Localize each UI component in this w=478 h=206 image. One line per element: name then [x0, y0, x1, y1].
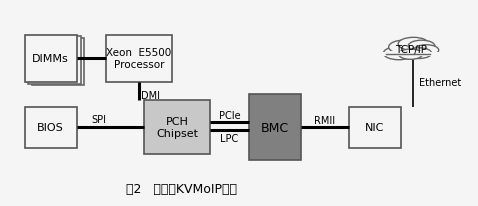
Text: BIOS: BIOS: [37, 123, 64, 132]
Text: RMII: RMII: [314, 115, 336, 125]
Circle shape: [398, 38, 429, 51]
Circle shape: [399, 50, 423, 60]
Circle shape: [408, 41, 435, 53]
FancyBboxPatch shape: [24, 107, 77, 148]
Text: 图2   内置式KVMoIP框图: 图2 内置式KVMoIP框图: [126, 182, 237, 195]
Text: NIC: NIC: [365, 123, 384, 132]
FancyBboxPatch shape: [386, 52, 430, 55]
FancyBboxPatch shape: [24, 35, 77, 83]
Text: TCP/IP: TCP/IP: [394, 45, 426, 55]
Circle shape: [407, 49, 432, 59]
Text: PCH
Chipset: PCH Chipset: [156, 117, 198, 138]
Circle shape: [383, 47, 414, 60]
FancyBboxPatch shape: [32, 39, 84, 86]
Text: BMC: BMC: [261, 121, 289, 134]
Text: LPC: LPC: [220, 133, 239, 143]
Text: PCIe: PCIe: [218, 110, 240, 120]
FancyBboxPatch shape: [348, 107, 401, 148]
Text: Xeon  E5500
Processor: Xeon E5500 Processor: [106, 48, 172, 70]
FancyBboxPatch shape: [144, 101, 210, 154]
Text: DIMMs: DIMMs: [33, 54, 69, 64]
FancyBboxPatch shape: [377, 53, 444, 57]
Text: Ethernet: Ethernet: [419, 78, 461, 88]
Circle shape: [389, 41, 421, 55]
Circle shape: [414, 46, 439, 56]
Text: SPI: SPI: [91, 115, 106, 124]
FancyBboxPatch shape: [249, 95, 301, 160]
FancyBboxPatch shape: [106, 35, 172, 83]
Text: DMI: DMI: [141, 91, 160, 101]
FancyBboxPatch shape: [28, 37, 81, 84]
